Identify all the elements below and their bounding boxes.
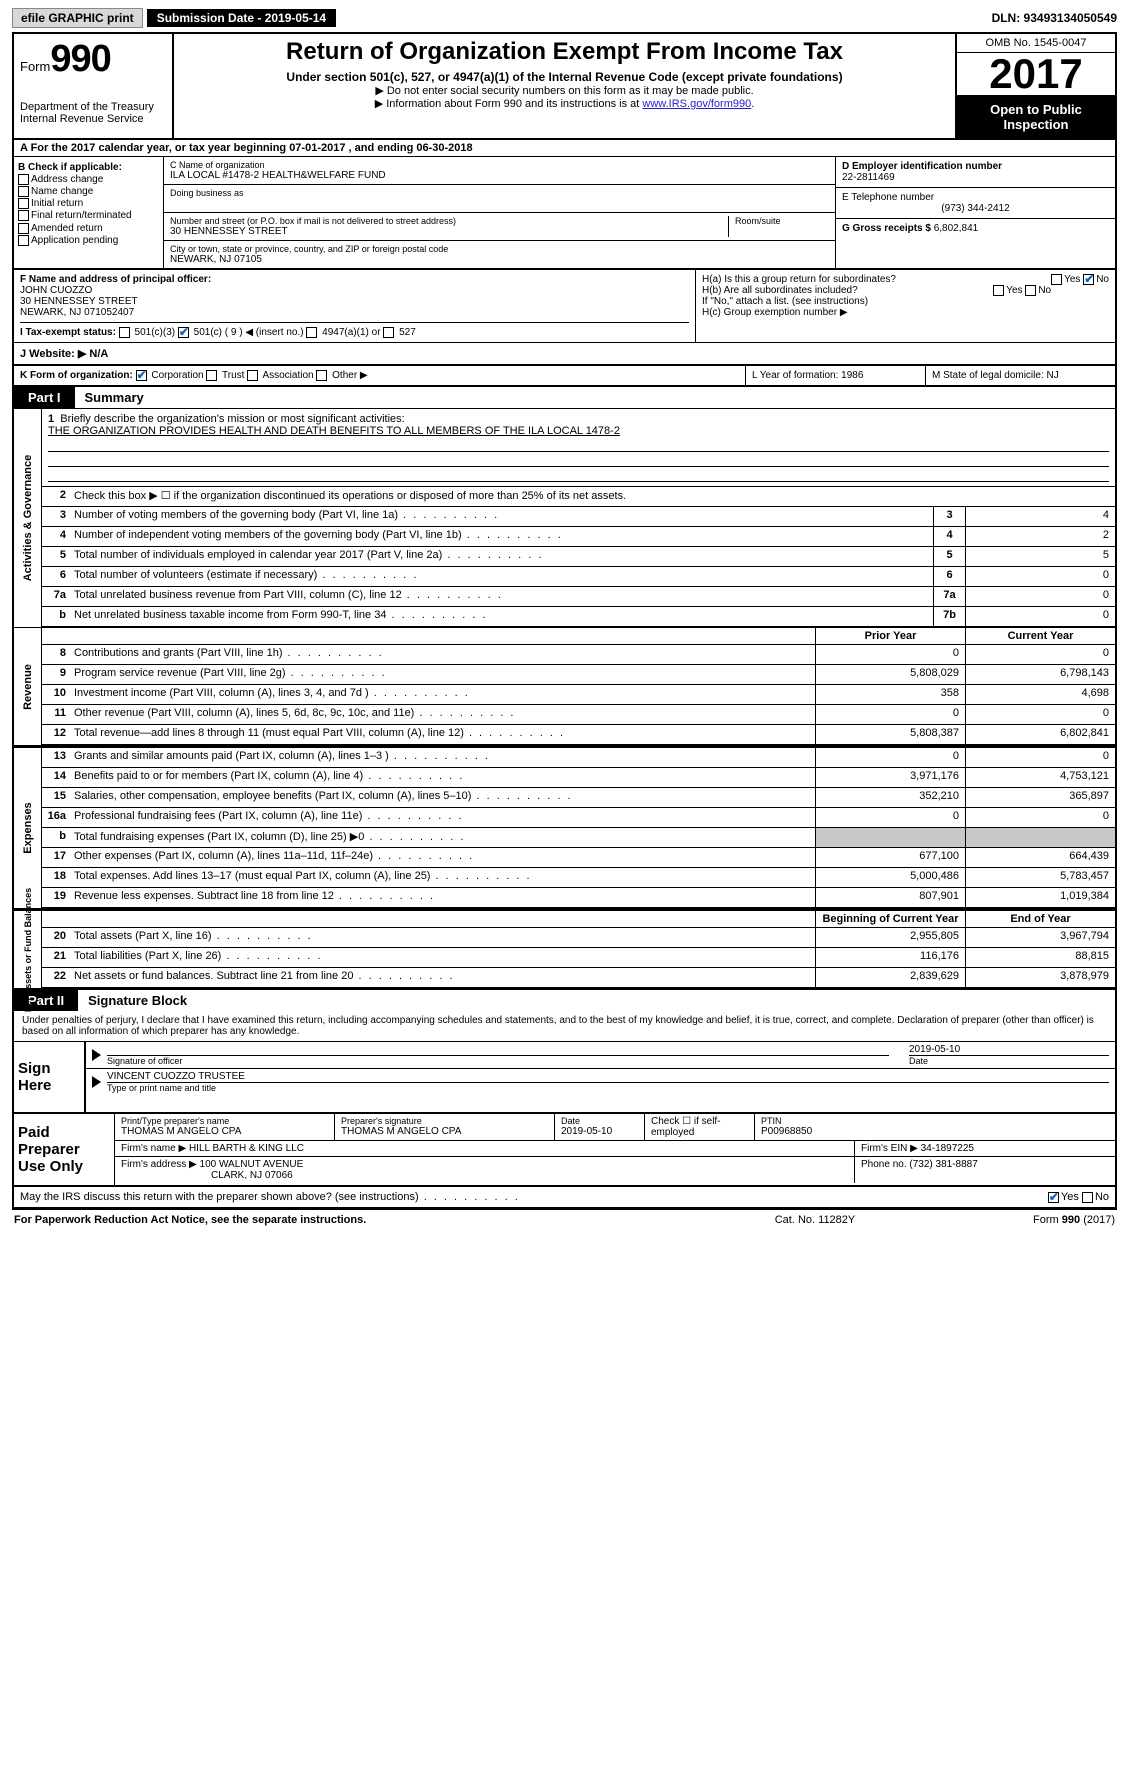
table-row: 8Contributions and grants (Part VIII, li… <box>42 645 1115 665</box>
sign-arrow-icon <box>92 1049 101 1061</box>
row-f-h: F Name and address of principal officer:… <box>14 270 1115 343</box>
block-bcd: B Check if applicable: Address change Na… <box>14 157 1115 270</box>
submission-date: Submission Date - 2019-05-14 <box>147 9 336 27</box>
org-city: NEWARK, NJ 07105 <box>170 254 829 265</box>
state-domicile: M State of legal domicile: NJ <box>925 366 1115 385</box>
row-klm: K Form of organization: Corporation Trus… <box>14 366 1115 387</box>
table-row: 10Investment income (Part VIII, column (… <box>42 685 1115 705</box>
form-number: Form990 <box>20 38 166 81</box>
table-row: 9Program service revenue (Part VIII, lin… <box>42 665 1115 685</box>
dln: DLN: 93493134050549 <box>992 11 1117 25</box>
sign-date: 2019-05-10 <box>909 1044 1109 1055</box>
vside-governance: Activities & Governance <box>22 455 34 582</box>
form-outer: Form990 Department of the Treasury Inter… <box>12 32 1117 1210</box>
row-j-website: J Website: ▶ N/A <box>14 343 1115 366</box>
table-row: 4Number of independent voting members of… <box>42 527 1115 547</box>
col-b-checkboxes: B Check if applicable: Address change Na… <box>14 157 164 268</box>
table-row: 22Net assets or fund balances. Subtract … <box>42 968 1115 988</box>
form-note-2: ▶ Information about Form 990 and its ins… <box>182 97 947 110</box>
table-row: 3Number of voting members of the governi… <box>42 507 1115 527</box>
dept-treasury: Department of the Treasury Internal Reve… <box>20 101 166 125</box>
table-row: bTotal fundraising expenses (Part IX, co… <box>42 828 1115 848</box>
preparer-block: Paid Preparer Use Only Print/Type prepar… <box>14 1114 1115 1187</box>
irs-link[interactable]: www.IRS.gov/form990 <box>642 98 751 110</box>
open-to-public: Open to Public Inspection <box>957 96 1115 138</box>
table-row: 6Total number of volunteers (estimate if… <box>42 567 1115 587</box>
col-d-ein-tel: D Employer identification number 22-2811… <box>835 157 1115 268</box>
table-row: 17Other expenses (Part IX, column (A), l… <box>42 848 1115 868</box>
sign-arrow-icon-2 <box>92 1076 101 1088</box>
org-name: ILA LOCAL #1478-2 HEALTH&WELFARE FUND <box>170 170 829 181</box>
form-note-1: ▶ Do not enter social security numbers o… <box>182 84 947 97</box>
section-governance: Activities & Governance 1 Briefly descri… <box>14 408 1115 627</box>
table-row: 20Total assets (Part X, line 16) 2,955,8… <box>42 928 1115 948</box>
table-row: 18Total expenses. Add lines 13–17 (must … <box>42 868 1115 888</box>
section-net-assets: Net Assets or Fund Balances Beginning of… <box>14 910 1115 990</box>
top-bar: efile GRAPHIC print Submission Date - 20… <box>12 8 1117 28</box>
penalty-statement: Under penalties of perjury, I declare th… <box>14 1011 1115 1042</box>
section-revenue: Revenue Prior YearCurrent Year 8Contribu… <box>14 627 1115 747</box>
gross-receipts: 6,802,841 <box>934 223 979 234</box>
table-row: 16aProfessional fundraising fees (Part I… <box>42 808 1115 828</box>
table-row: 19Revenue less expenses. Subtract line 1… <box>42 888 1115 908</box>
section-expenses: Expenses 13Grants and similar amounts pa… <box>14 747 1115 910</box>
tax-year: 2017 <box>957 53 1115 96</box>
part-2-header: Part II Signature Block <box>14 990 1115 1011</box>
org-street: 30 HENNESSEY STREET <box>170 226 724 237</box>
table-row: 12Total revenue—add lines 8 through 11 (… <box>42 725 1115 745</box>
table-row: 14Benefits paid to or for members (Part … <box>42 768 1115 788</box>
table-row: 11Other revenue (Part VIII, column (A), … <box>42 705 1115 725</box>
table-row: 21Total liabilities (Part X, line 26) 11… <box>42 948 1115 968</box>
table-row: 15Salaries, other compensation, employee… <box>42 788 1115 808</box>
footer: For Paperwork Reduction Act Notice, see … <box>12 1210 1117 1230</box>
table-row: bNet unrelated business taxable income f… <box>42 607 1115 627</box>
officer-name: JOHN CUOZZO <box>20 285 689 296</box>
sign-block: Sign Here Signature of officer 2019-05-1… <box>14 1042 1115 1114</box>
vside-net-assets: Net Assets or Fund Balances <box>23 888 33 1012</box>
table-row: 13Grants and similar amounts paid (Part … <box>42 748 1115 768</box>
vside-revenue: Revenue <box>22 664 34 710</box>
row-a-tax-year: A For the 2017 calendar year, or tax yea… <box>14 140 1115 157</box>
form-title: Return of Organization Exempt From Incom… <box>182 38 947 66</box>
officer-name-title: VINCENT CUOZZO TRUSTEE <box>107 1071 1109 1082</box>
telephone: (973) 344-2412 <box>842 203 1109 214</box>
table-row: 7aTotal unrelated business revenue from … <box>42 587 1115 607</box>
col-c-org-info: C Name of organization ILA LOCAL #1478-2… <box>164 157 835 268</box>
discuss-row: May the IRS discuss this return with the… <box>14 1187 1115 1208</box>
efile-button[interactable]: efile GRAPHIC print <box>12 8 143 28</box>
part-1-header: Part I Summary <box>14 387 1115 408</box>
ein: 22-2811469 <box>842 172 1109 183</box>
table-row: 5Total number of individuals employed in… <box>42 547 1115 567</box>
form-header: Form990 Department of the Treasury Inter… <box>14 34 1115 140</box>
form-subtitle: Under section 501(c), 527, or 4947(a)(1)… <box>182 70 947 84</box>
vside-expenses: Expenses <box>22 803 34 854</box>
mission-text: THE ORGANIZATION PROVIDES HEALTH AND DEA… <box>48 425 620 437</box>
year-formation: L Year of formation: 1986 <box>745 366 925 385</box>
